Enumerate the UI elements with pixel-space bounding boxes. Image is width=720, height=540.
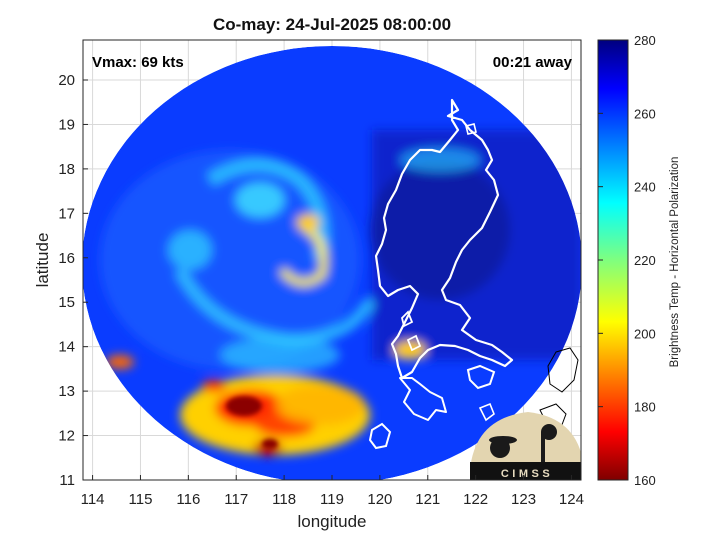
colorbar-tick-label: 280 xyxy=(634,33,656,48)
vmax-label: Vmax: 69 kts xyxy=(92,54,184,71)
colorbar-tick-label: 220 xyxy=(634,253,656,268)
y-tick-label: 14 xyxy=(58,339,75,356)
x-tick-label: 114 xyxy=(81,491,105,508)
y-tick-label: 13 xyxy=(58,383,75,400)
x-tick-label: 124 xyxy=(559,491,584,508)
x-tick-label: 116 xyxy=(176,491,200,508)
x-tick-label: 123 xyxy=(511,491,536,508)
y-tick-label: 20 xyxy=(58,72,75,89)
y-tick-label: 17 xyxy=(58,205,75,222)
y-tick-label: 19 xyxy=(58,116,75,133)
colorbar-tick-label: 240 xyxy=(634,180,656,195)
y-axis-ticks: 11 12 13 14 15 16 17 18 19 20 xyxy=(58,72,88,489)
x-tick-label: 115 xyxy=(129,491,153,508)
cimss-logo: CIMSS xyxy=(470,412,581,480)
cimss-logo-text: CIMSS xyxy=(501,468,553,480)
y-tick-label: 12 xyxy=(58,428,75,445)
y-tick-label: 11 xyxy=(59,472,75,489)
x-tick-label: 118 xyxy=(272,491,296,508)
colorbar-label: Brightness Temp - Horizontal Polarizatio… xyxy=(669,157,681,368)
swath-features xyxy=(100,130,581,456)
x-tick-label: 117 xyxy=(224,491,248,508)
y-tick-label: 15 xyxy=(58,294,75,311)
colorbar-tick-label: 200 xyxy=(634,326,656,341)
x-axis-ticks: 114 115 116 117 118 119 120 121 122 123 124 xyxy=(81,475,584,508)
map-title: Co-may: 24-Jul-2025 08:00:00 xyxy=(213,15,451,34)
y-tick-label: 18 xyxy=(58,161,75,178)
y-tick-label: 16 xyxy=(58,250,75,267)
microwave-image xyxy=(83,46,581,480)
colorbar-tick-label: 260 xyxy=(634,106,656,121)
colorbar-tick-label: 160 xyxy=(634,473,656,488)
y-axis-label: latitude xyxy=(33,233,52,288)
x-axis-label: longitude xyxy=(297,512,366,531)
x-tick-label: 122 xyxy=(463,491,488,508)
time-away-label: 00:21 away xyxy=(493,54,573,71)
x-tick-label: 120 xyxy=(367,491,392,508)
colorbar-ticks: 280 260 240 220 200 180 160 xyxy=(598,33,656,488)
x-tick-label: 121 xyxy=(415,491,440,508)
colorbar-tick-label: 180 xyxy=(634,400,656,415)
coastline xyxy=(368,98,579,450)
x-tick-label: 119 xyxy=(320,491,344,508)
